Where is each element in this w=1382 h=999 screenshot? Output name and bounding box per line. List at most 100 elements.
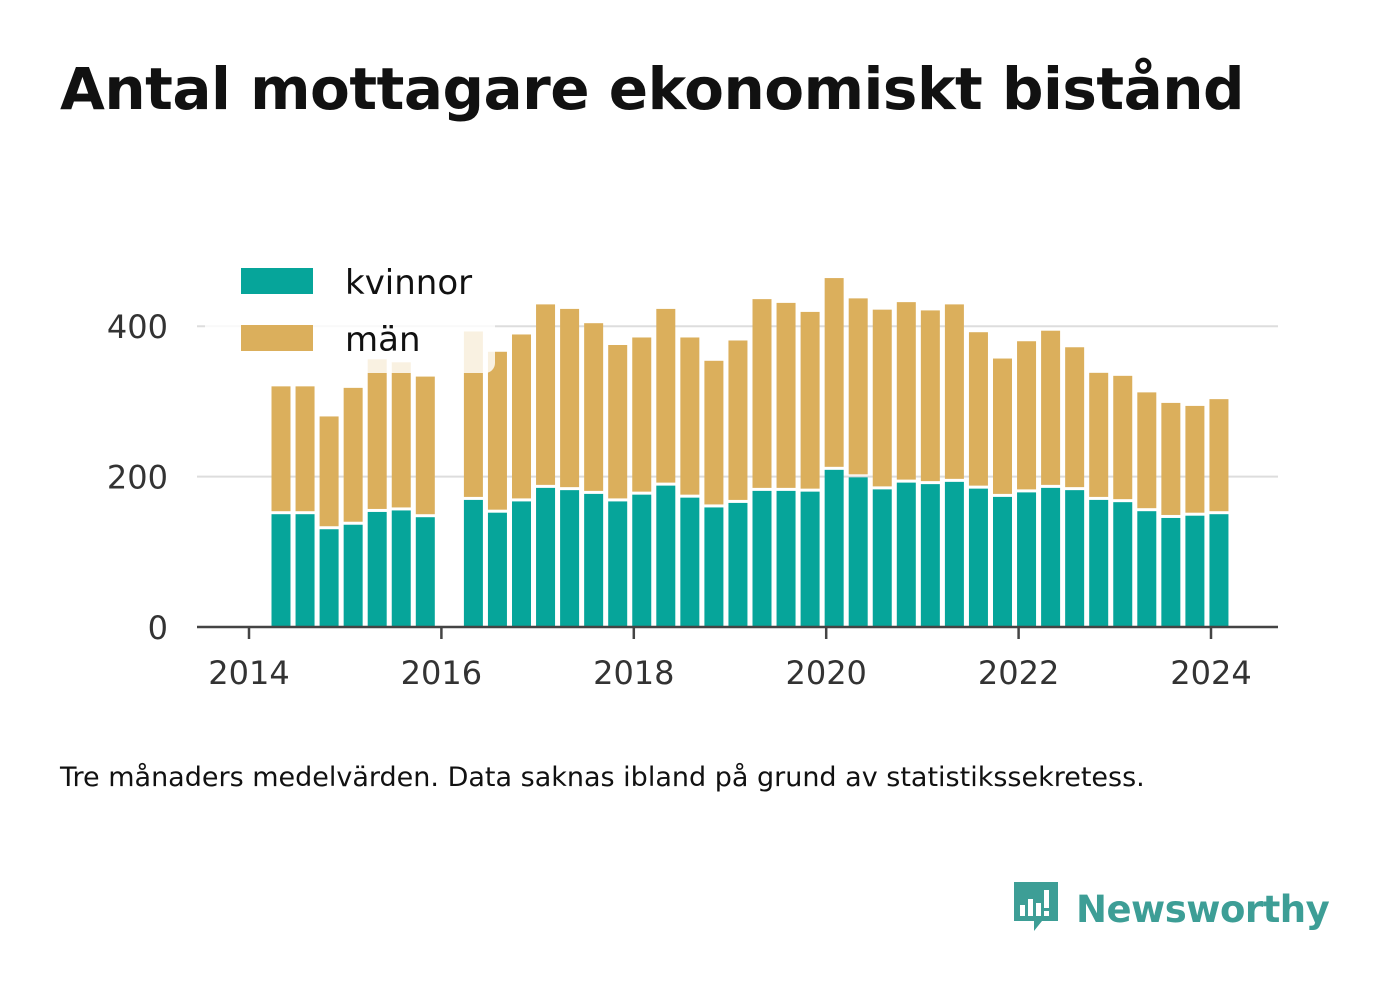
bar-man [968,332,988,486]
bar-kvinnor [920,484,940,627]
bar-man [632,337,652,492]
bar-kvinnor [968,488,988,627]
bar-man [728,340,748,500]
bar-stack [391,362,411,627]
bar-stack [1113,375,1133,627]
bar-kvinnor [632,494,652,627]
bar-kvinnor [1089,499,1109,627]
bar-man [391,362,411,508]
bar-stack [463,331,483,627]
x-tick-label: 2016 [401,654,482,692]
bar-kvinnor [487,512,507,627]
brand-name: Newsworthy [1076,887,1330,931]
bar-kvinnor [295,514,315,627]
bar-stack [319,416,339,627]
bar-man [656,308,676,483]
x-tick-label: 2018 [593,654,674,692]
bar-man [920,310,940,482]
bar-series [271,278,1229,627]
bar-stack [1041,330,1061,627]
bar-kvinnor [728,502,748,627]
bar-stack [512,334,531,627]
bar-stack [1185,405,1205,627]
bar-stack [993,358,1012,627]
bar-kvinnor [1161,517,1181,627]
bar-stack [1209,399,1229,627]
bar-man [319,416,339,527]
bar-kvinnor [415,517,435,627]
bar-kvinnor [608,501,628,627]
bar-kvinnor [463,499,483,627]
footnote: Tre månaders medelvärden. Data saknas ib… [60,762,1145,793]
bar-kvinnor [512,501,531,627]
x-tick-label: 2024 [1170,654,1251,692]
bar-man [608,345,628,499]
bar-man [1065,347,1085,488]
bar-stack [271,386,291,627]
bar-man [1137,392,1157,509]
bar-kvinnor [993,496,1012,627]
y-tick-label: 400 [107,308,168,346]
bar-stack [896,302,916,627]
newsworthy-logo-icon [1014,882,1058,931]
bar-kvinnor [343,524,363,627]
bar-stack [560,308,580,627]
bar-stack [872,309,892,627]
bar-kvinnor [1065,490,1085,627]
legend-swatch-man [241,325,313,351]
bar-kvinnor [1209,514,1229,627]
bar-stack [487,351,507,627]
bar-stack [848,298,868,627]
bar-stack [1137,392,1157,627]
bar-kvinnor [896,482,916,627]
bar-kvinnor [1185,515,1205,627]
bar-stack [632,337,652,627]
bar-man [343,387,363,522]
bar-kvinnor [848,477,868,627]
bar-stack [1017,341,1037,627]
bar-man [800,311,820,489]
bar-stack [704,360,724,627]
bar-man [584,323,604,491]
x-tick-label: 2020 [785,654,866,692]
bar-man [680,337,700,495]
bar-kvinnor [319,529,339,627]
bar-man [1209,399,1229,512]
bar-man [367,359,387,509]
bar-kvinnor [872,489,892,627]
bar-kvinnor [752,490,772,627]
x-tick-label: 2022 [978,654,1059,692]
bar-man [1161,402,1181,515]
bar-kvinnor [800,491,820,627]
chart-title: Antal mottagare ekonomiskt bistånd [60,55,1245,123]
bar-kvinnor [776,490,796,627]
bar-man [487,351,507,510]
bar-man [1041,330,1061,485]
bar-stack [824,278,844,627]
bar-man [1185,405,1205,513]
bar-stack [536,304,556,627]
bar-kvinnor [367,511,387,627]
bar-man [824,278,844,467]
bar-man [295,386,315,512]
bar-stack [800,311,820,627]
bar-man [944,304,964,479]
bar-man [872,309,892,487]
bar-stack [1161,402,1181,627]
bar-kvinnor [824,469,844,627]
legend-swatch-kvinnor [241,268,313,294]
x-tick-labels: 2014 2016 2018 2020 2022 2024 [208,627,1252,692]
bar-man [512,334,531,499]
bar-kvinnor [680,497,700,627]
y-tick-labels: 0 200 400 [107,308,168,647]
bar-kvinnor [271,514,291,627]
bar-stack [343,387,363,627]
bar-man [1113,375,1133,500]
bar-stack [968,332,988,627]
y-tick-label: 0 [148,609,168,647]
bar-man [271,386,291,512]
bar-kvinnor [1113,502,1133,627]
bar-kvinnor [391,510,411,627]
bar-kvinnor [1017,492,1037,627]
bar-man [560,308,580,488]
